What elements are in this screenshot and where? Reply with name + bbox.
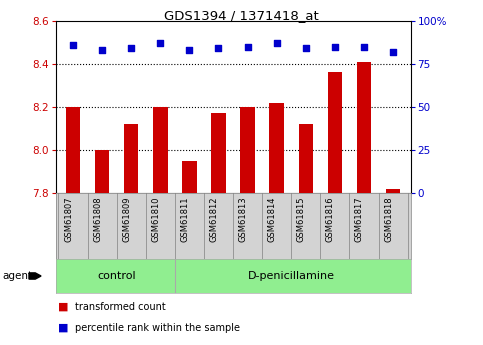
Text: GSM61814: GSM61814 — [268, 196, 277, 242]
Point — [185, 47, 193, 53]
Text: GSM61809: GSM61809 — [122, 196, 131, 242]
Text: GSM61813: GSM61813 — [239, 196, 248, 242]
Bar — [182, 161, 197, 193]
Bar — [95, 150, 109, 193]
Text: GSM61812: GSM61812 — [210, 196, 218, 242]
Text: GSM61810: GSM61810 — [151, 196, 160, 242]
Bar — [270, 102, 284, 193]
Point — [360, 44, 368, 49]
Point — [69, 42, 77, 48]
Point — [331, 44, 339, 49]
Bar — [327, 72, 342, 193]
Point — [273, 40, 281, 46]
Bar — [298, 124, 313, 193]
Bar — [386, 189, 400, 193]
Text: percentile rank within the sample: percentile rank within the sample — [75, 323, 240, 333]
Text: GSM61807: GSM61807 — [64, 196, 73, 242]
Text: GSM61811: GSM61811 — [180, 196, 189, 242]
Text: GDS1394 / 1371418_at: GDS1394 / 1371418_at — [164, 9, 319, 22]
Text: GSM61818: GSM61818 — [384, 196, 393, 242]
Point — [302, 46, 310, 51]
Point — [389, 49, 397, 55]
Bar — [66, 107, 80, 193]
Text: control: control — [98, 271, 136, 281]
Text: ■: ■ — [58, 323, 69, 333]
Point — [98, 47, 106, 53]
Bar — [153, 107, 168, 193]
Text: transformed count: transformed count — [75, 302, 166, 312]
Bar — [357, 62, 371, 193]
Text: GSM61817: GSM61817 — [355, 196, 364, 242]
Point — [128, 46, 135, 51]
Bar — [124, 124, 139, 193]
Bar — [241, 107, 255, 193]
Text: D-penicillamine: D-penicillamine — [248, 271, 335, 281]
Text: agent: agent — [2, 271, 32, 281]
Bar — [211, 114, 226, 193]
Point — [156, 40, 164, 46]
Text: ■: ■ — [58, 302, 69, 312]
Text: GSM61815: GSM61815 — [297, 196, 306, 242]
Point — [244, 44, 252, 49]
Text: GSM61816: GSM61816 — [326, 196, 335, 242]
Text: GSM61808: GSM61808 — [93, 196, 102, 242]
Point — [214, 46, 222, 51]
